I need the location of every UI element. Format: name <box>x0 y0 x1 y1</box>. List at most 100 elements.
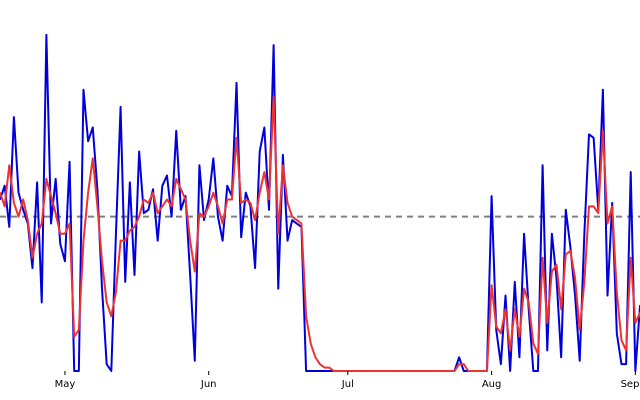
data-point <box>546 322 548 324</box>
data-point <box>198 212 201 214</box>
data-point <box>170 216 173 218</box>
data-point <box>129 181 131 183</box>
data-point <box>55 178 57 180</box>
data-point <box>175 178 177 180</box>
data-point <box>490 195 493 197</box>
data-point <box>92 126 94 129</box>
data-point <box>593 205 595 207</box>
series-2 <box>0 95 640 372</box>
data-point <box>319 370 321 372</box>
data-point <box>579 360 581 362</box>
data-point <box>189 240 191 242</box>
data-point <box>78 370 80 372</box>
data-point <box>115 233 117 235</box>
data-point <box>588 205 590 207</box>
data-point <box>87 140 89 142</box>
data-point <box>597 212 599 214</box>
data-point <box>449 370 451 372</box>
data-point <box>305 370 307 372</box>
data-point <box>565 209 567 211</box>
data-point <box>184 198 187 201</box>
data-point <box>421 370 423 372</box>
data-point <box>55 212 57 214</box>
data-point <box>222 222 224 225</box>
data-point <box>551 233 553 235</box>
data-point <box>379 370 381 372</box>
data-point <box>226 185 228 187</box>
data-point <box>245 198 247 201</box>
data-point <box>393 370 395 372</box>
data-point <box>184 195 187 197</box>
data-point <box>611 205 613 207</box>
data-point <box>463 370 465 372</box>
data-point <box>124 240 126 242</box>
data-point <box>92 157 94 159</box>
data-point <box>324 370 326 372</box>
data-point <box>532 342 534 345</box>
data-point <box>328 370 330 372</box>
data-point <box>157 240 159 242</box>
data-point <box>319 363 321 365</box>
data-point <box>310 342 312 345</box>
data-point <box>324 366 326 369</box>
data-point <box>286 202 289 204</box>
data-point <box>13 202 15 204</box>
data-point <box>101 288 103 290</box>
data-point <box>500 363 502 365</box>
data-point <box>254 267 256 269</box>
data-point <box>486 370 488 372</box>
data-point <box>616 332 618 334</box>
data-point <box>490 284 493 286</box>
data-point <box>537 353 539 355</box>
data-point <box>50 222 52 225</box>
data-point <box>22 209 24 211</box>
data-point <box>263 171 265 173</box>
data-point <box>384 370 386 372</box>
data-point <box>161 205 163 207</box>
data-point <box>523 233 525 235</box>
data-point <box>50 195 52 197</box>
data-point <box>463 363 465 365</box>
data-point <box>115 291 117 293</box>
data-point <box>59 243 61 245</box>
data-point <box>31 267 34 269</box>
data-point <box>259 150 261 153</box>
data-point <box>560 356 562 358</box>
data-point <box>208 205 210 207</box>
data-point <box>157 212 159 214</box>
data-point <box>273 44 275 46</box>
data-point <box>602 89 604 91</box>
data-point <box>73 336 75 338</box>
data-point <box>277 288 279 290</box>
data-point <box>240 202 242 204</box>
data-point <box>124 281 126 283</box>
data-point <box>439 370 442 372</box>
data-point <box>370 370 372 372</box>
data-point <box>625 363 627 365</box>
data-point <box>314 370 316 372</box>
data-point <box>532 370 534 372</box>
data-point <box>45 178 47 180</box>
data-point <box>504 294 507 297</box>
data-point <box>212 192 214 194</box>
data-point <box>583 233 585 235</box>
data-point <box>64 260 66 262</box>
data-point <box>27 219 29 221</box>
data-point <box>630 171 632 173</box>
data-point <box>203 216 205 218</box>
data-point <box>96 188 98 190</box>
data-point <box>268 209 270 211</box>
data-point <box>467 370 470 372</box>
data-point <box>365 370 367 372</box>
data-point <box>161 185 163 187</box>
data-point <box>166 198 168 201</box>
data-point <box>166 174 168 177</box>
data-point <box>509 349 511 352</box>
data-point <box>620 363 623 365</box>
data-point <box>495 329 497 331</box>
data-point <box>504 308 507 310</box>
data-point <box>583 281 585 283</box>
x-tick-label: Jun <box>200 379 217 390</box>
data-point <box>310 370 312 372</box>
